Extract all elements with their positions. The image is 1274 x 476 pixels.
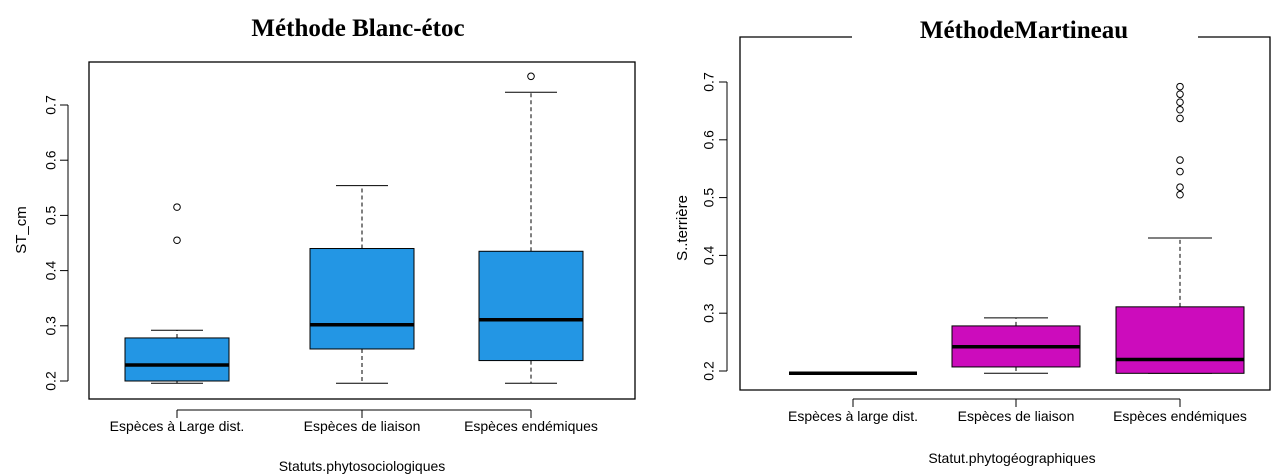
y-tick-label: 0.6 — [701, 130, 717, 150]
outlier-point — [1176, 183, 1184, 191]
y-tick-label: 0.3 — [43, 316, 59, 336]
x-tick-label: Espèces endémiques — [464, 418, 598, 434]
box-2 — [951, 317, 1081, 374]
outlier-point — [1176, 98, 1184, 107]
x-axis: Espèces à Large dist. Espèces de liaison E… — [110, 409, 598, 434]
y-tick-label: 0.5 — [701, 188, 717, 208]
outlier-point — [1176, 167, 1184, 176]
y-tick-label: 0.3 — [701, 303, 717, 323]
box-3 — [478, 72, 584, 384]
y-axis: 0.2 0.3 0.4 0.5 0.6 0.7 — [43, 95, 69, 391]
outlier-point — [1176, 90, 1184, 98]
box-iqr — [478, 250, 584, 362]
x-tick-label: Espèces de liaison — [304, 418, 421, 434]
x-tick-label: Espèces de liaison — [958, 408, 1075, 424]
box-iqr — [309, 248, 415, 350]
y-tick-label: 0.6 — [43, 150, 59, 170]
x-axis-label: Statut.phytogéographiques — [928, 450, 1095, 466]
y-axis-label: S..terrière — [674, 195, 691, 261]
y-tick-label: 0.4 — [701, 245, 717, 265]
plot-frame — [739, 36, 1271, 391]
outlier-point — [1176, 82, 1184, 91]
outlier-point — [1176, 156, 1184, 164]
outlier-point — [1176, 105, 1184, 114]
chart-title: Méthode Blanc-étoc — [251, 15, 464, 42]
box-iqr — [1115, 306, 1245, 374]
x-axis: Espèces à large dist. Espèces de liaison E… — [788, 398, 1247, 424]
y-tick-label: 0.4 — [43, 261, 59, 281]
outlier-point — [173, 203, 181, 211]
outlier-point — [1176, 190, 1184, 199]
plot-frame — [88, 61, 636, 400]
box-series — [789, 82, 1245, 376]
y-tick-label: 0.7 — [43, 95, 59, 115]
x-tick-label: Espèces à Large dist. — [110, 418, 245, 434]
x-tick-label: Espèces à large dist. — [788, 408, 918, 424]
box-2 — [309, 185, 415, 384]
y-tick-label: 0.2 — [43, 371, 59, 391]
box-iqr — [124, 337, 230, 382]
outlier-point — [527, 72, 535, 81]
chart-title: MéthodeMartineau — [920, 17, 1128, 44]
y-tick-label: 0.2 — [701, 361, 717, 381]
outlier-point — [173, 236, 181, 245]
y-axis: 0.2 0.3 0.4 0.5 0.6 0.7 — [701, 72, 728, 381]
box-1 — [124, 203, 230, 384]
chart-blanc-etoc: Méthode Blanc-étoc 0.2 0.3 0.4 0.5 0.6 0.7 Es… — [13, 15, 636, 474]
y-axis-label: ST_cm — [13, 206, 30, 254]
box-series — [124, 72, 584, 384]
y-tick-label: 0.7 — [701, 72, 717, 92]
x-tick-label: Espèces endémiques — [1113, 408, 1247, 424]
box-3 — [1115, 82, 1245, 374]
y-tick-label: 0.5 — [43, 205, 59, 225]
chart-martineau: MéthodeMartineau 0.2 0.3 0.4 0.5 0.6 0.7 Espè… — [674, 17, 1271, 466]
outlier-point — [1176, 114, 1184, 123]
x-axis-label: Statuts.phytosociologiques — [279, 458, 446, 474]
